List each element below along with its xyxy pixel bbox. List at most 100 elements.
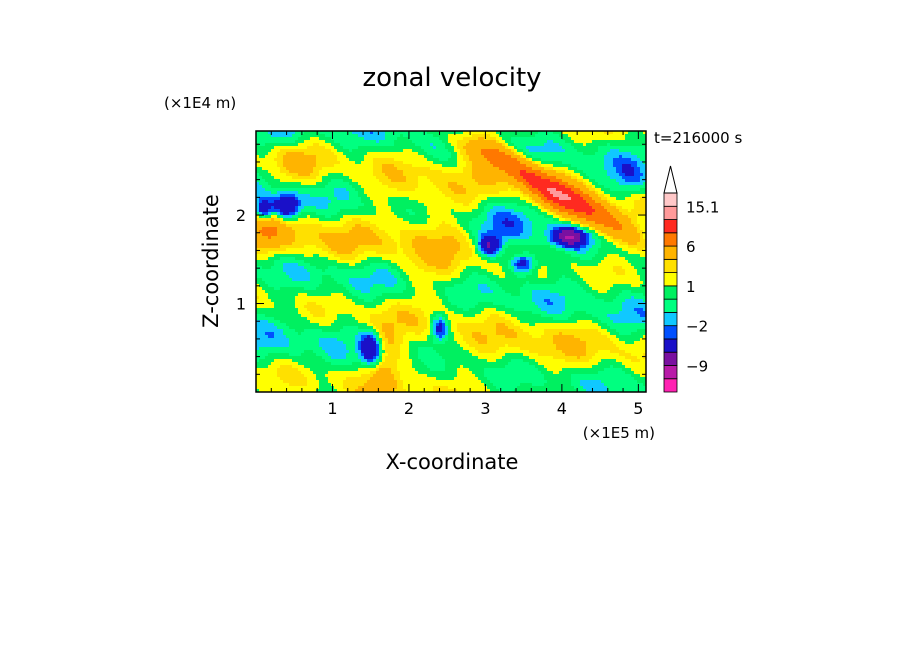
field-cell bbox=[550, 158, 554, 162]
field-cell bbox=[286, 143, 290, 147]
field-cell bbox=[256, 227, 260, 231]
field-cell bbox=[337, 236, 341, 240]
field-cell bbox=[262, 134, 266, 138]
field-cell bbox=[502, 227, 506, 231]
field-cell bbox=[421, 182, 425, 186]
field-cell bbox=[277, 206, 281, 210]
field-cell bbox=[382, 140, 386, 144]
field-cell bbox=[445, 140, 449, 144]
field-cell bbox=[358, 182, 362, 186]
field-cell bbox=[418, 167, 422, 171]
field-cell bbox=[361, 230, 365, 234]
field-cell bbox=[355, 224, 359, 228]
field-cell bbox=[379, 227, 383, 231]
field-cell bbox=[412, 209, 416, 213]
field-cell bbox=[538, 176, 542, 180]
field-cell bbox=[442, 176, 446, 180]
field-cell bbox=[301, 206, 305, 210]
field-cell bbox=[622, 197, 626, 201]
field-cell bbox=[520, 242, 524, 246]
field-cell bbox=[559, 218, 563, 222]
field-cell bbox=[505, 161, 509, 165]
field-cell bbox=[565, 191, 569, 195]
field-cell bbox=[322, 233, 326, 237]
field-cell bbox=[487, 158, 491, 162]
field-cell bbox=[577, 155, 581, 159]
field-cell bbox=[328, 149, 332, 153]
field-cell bbox=[355, 185, 359, 189]
field-cell bbox=[418, 185, 422, 189]
field-cell bbox=[415, 185, 419, 189]
field-cell bbox=[430, 179, 434, 183]
field-cell bbox=[301, 140, 305, 144]
field-cell bbox=[322, 173, 326, 177]
field-cell bbox=[547, 191, 551, 195]
field-cell bbox=[433, 164, 437, 168]
field-cell bbox=[304, 158, 308, 162]
field-cell bbox=[361, 191, 365, 195]
field-cell bbox=[613, 131, 617, 135]
field-cell bbox=[448, 203, 452, 207]
field-cell bbox=[424, 182, 428, 186]
field-cell bbox=[529, 224, 533, 228]
field-cell bbox=[343, 209, 347, 213]
field-cell bbox=[427, 143, 431, 147]
field-cell bbox=[604, 209, 608, 213]
field-cell bbox=[256, 245, 260, 249]
field-cell bbox=[295, 239, 299, 243]
field-cell bbox=[517, 236, 521, 240]
field-cell bbox=[637, 236, 641, 240]
field-cell bbox=[265, 230, 269, 234]
field-cell bbox=[583, 203, 587, 207]
field-cell bbox=[595, 182, 599, 186]
field-cell bbox=[577, 194, 581, 198]
field-cell bbox=[376, 179, 380, 183]
field-cell bbox=[454, 176, 458, 180]
field-cell bbox=[487, 227, 491, 231]
field-cell bbox=[355, 131, 359, 135]
field-cell bbox=[493, 155, 497, 159]
field-cell bbox=[508, 155, 512, 159]
field-cell bbox=[487, 200, 491, 204]
field-cell bbox=[385, 191, 389, 195]
field-cell bbox=[553, 194, 557, 198]
field-cell bbox=[463, 137, 467, 141]
field-cell bbox=[508, 194, 512, 198]
field-cell bbox=[328, 239, 332, 243]
field-cell bbox=[514, 167, 518, 171]
field-cell bbox=[640, 188, 644, 192]
field-cell bbox=[328, 233, 332, 237]
field-cell bbox=[460, 137, 464, 141]
field-cell bbox=[382, 239, 386, 243]
field-cell bbox=[508, 203, 512, 207]
field-cell bbox=[586, 194, 590, 198]
field-cell bbox=[283, 245, 287, 249]
field-cell bbox=[640, 203, 644, 207]
field-cell bbox=[493, 209, 497, 213]
field-cell bbox=[553, 131, 557, 135]
field-cell bbox=[574, 164, 578, 168]
field-cell bbox=[403, 182, 407, 186]
field-cell bbox=[262, 239, 266, 243]
field-cell bbox=[628, 221, 632, 225]
field-cell bbox=[295, 137, 299, 141]
field-cell bbox=[370, 167, 374, 171]
field-cell bbox=[508, 218, 512, 222]
field-cell bbox=[370, 224, 374, 228]
field-cell bbox=[556, 194, 560, 198]
field-cell bbox=[364, 239, 368, 243]
field-cell bbox=[427, 242, 431, 246]
field-cell bbox=[610, 236, 614, 240]
field-cell bbox=[454, 233, 458, 237]
field-cell bbox=[382, 236, 386, 240]
field-cell bbox=[490, 140, 494, 144]
field-cell bbox=[340, 143, 344, 147]
field-cell bbox=[466, 155, 470, 159]
field-cell bbox=[268, 203, 272, 207]
field-cell bbox=[445, 242, 449, 246]
field-cell bbox=[565, 239, 569, 243]
field-cell bbox=[367, 134, 371, 138]
field-cell bbox=[520, 161, 524, 165]
field-cell bbox=[277, 245, 281, 249]
field-cell bbox=[598, 233, 602, 237]
